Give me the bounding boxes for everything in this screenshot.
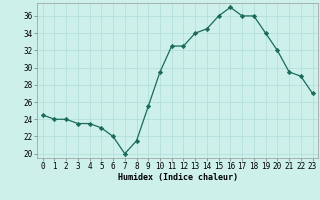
X-axis label: Humidex (Indice chaleur): Humidex (Indice chaleur) bbox=[118, 173, 237, 182]
